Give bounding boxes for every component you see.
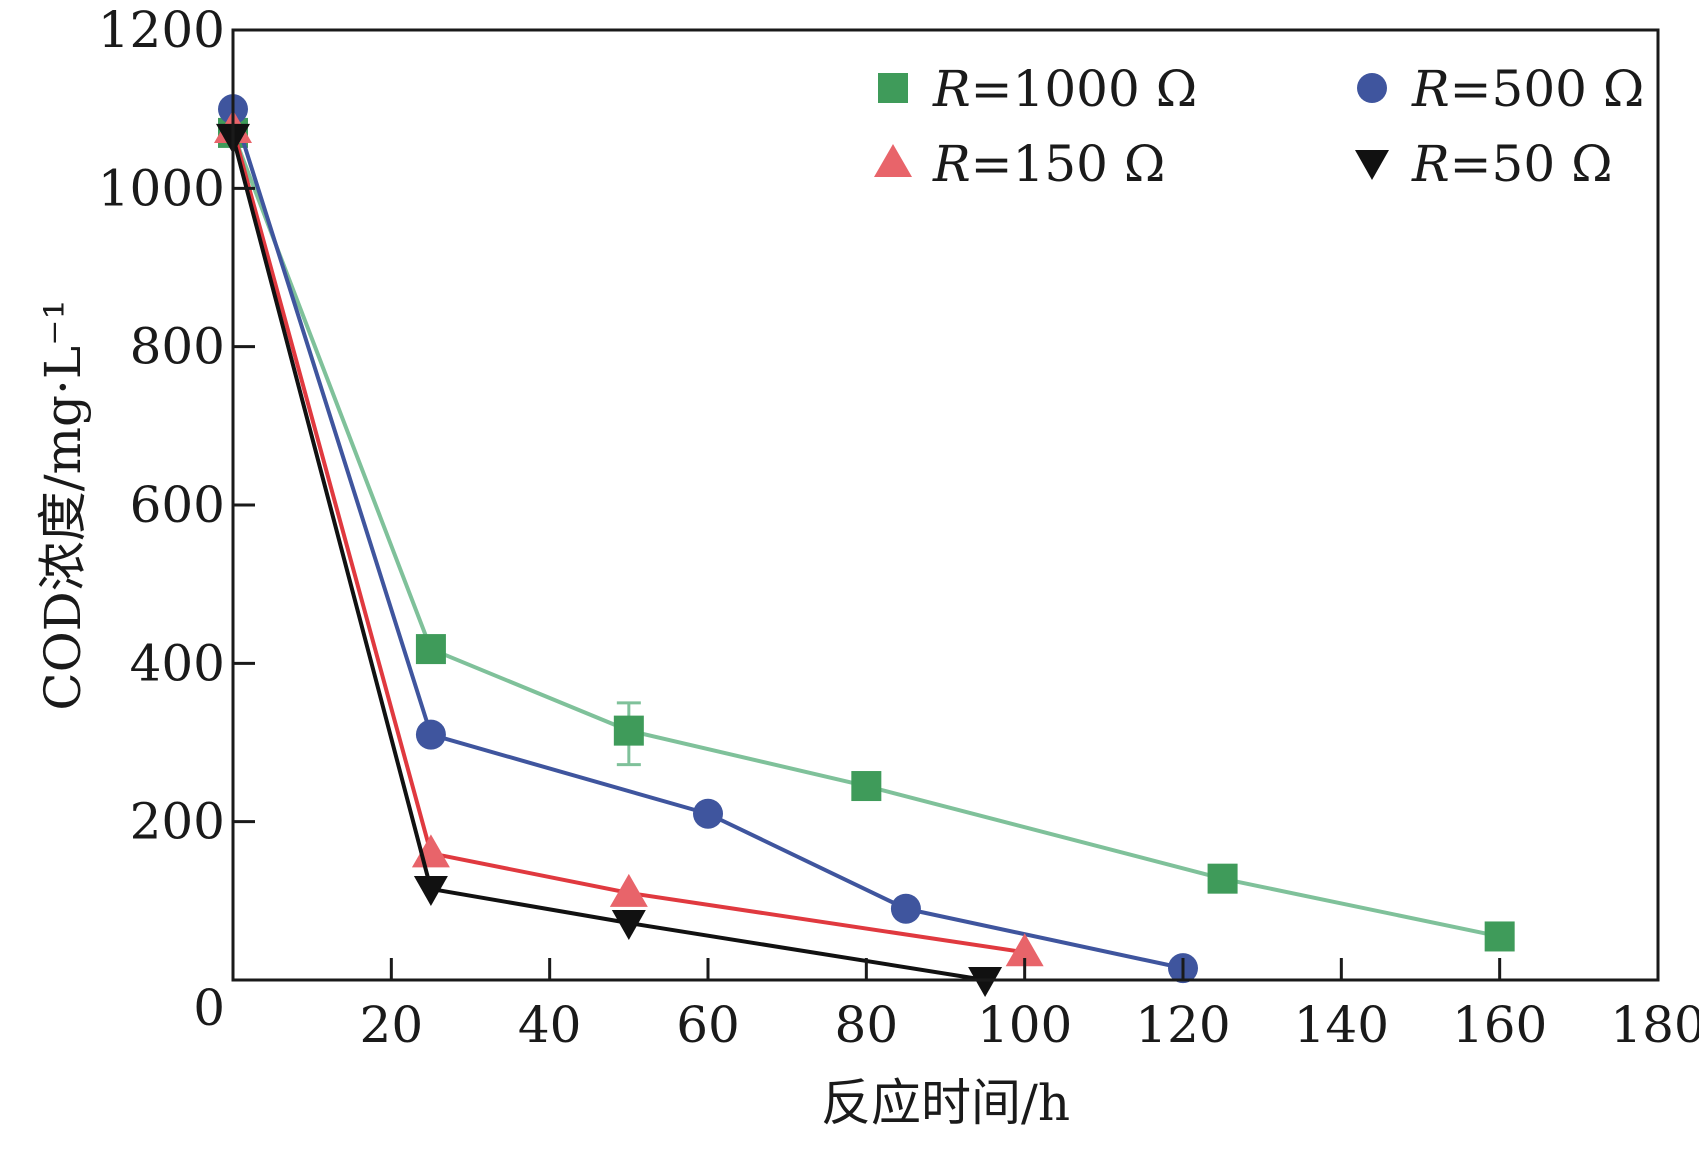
legend: R=1000 Ω R=500 ΩR=150 Ω R=50 Ω xyxy=(874,60,1644,193)
y-tick-label: 0 xyxy=(193,979,225,1037)
data-point xyxy=(890,893,921,924)
y-tick-label: 800 xyxy=(130,318,225,376)
legend-entry: R=150 Ω xyxy=(874,135,1165,193)
data-point xyxy=(611,910,646,940)
data-point xyxy=(415,719,446,750)
series-layer xyxy=(214,94,1515,997)
legend-marker xyxy=(1357,73,1387,103)
legend-label: R=500 Ω xyxy=(1411,60,1644,118)
legend-entry: R=50 Ω xyxy=(1355,135,1613,193)
legend-label-rest: =1000 Ω xyxy=(971,60,1198,118)
legend-label: R=150 Ω xyxy=(932,135,1165,193)
legend-entry: R=1000 Ω xyxy=(878,60,1197,118)
legend-marker xyxy=(1355,150,1389,180)
x-tick-label: 40 xyxy=(518,996,582,1054)
y-tick-label: 200 xyxy=(130,793,225,851)
series-group xyxy=(218,94,1198,984)
data-point xyxy=(968,967,1003,997)
x-tick-label: 20 xyxy=(360,996,424,1054)
y-tick-label: 400 xyxy=(130,634,225,692)
data-point xyxy=(413,875,448,906)
legend-label-italic: R xyxy=(1411,60,1450,118)
y-tick-label: 1000 xyxy=(98,159,225,217)
data-point xyxy=(1005,933,1044,967)
x-tick-label: 60 xyxy=(676,996,740,1054)
y-tick-label: 600 xyxy=(130,476,225,534)
series-line xyxy=(231,132,1501,939)
series-group xyxy=(216,123,1003,997)
ticks-layer: 20 40 60 80 100 120 140 160 180 0 200 400 600 800 1000… xyxy=(98,1,1699,1054)
data-point xyxy=(851,771,882,802)
legend-label-rest: =500 Ω xyxy=(1450,60,1645,118)
x-tick-label: 140 xyxy=(1294,996,1389,1054)
series-line xyxy=(231,108,1184,971)
legend-label-italic: R xyxy=(932,135,971,193)
x-tick-label: 120 xyxy=(1135,996,1230,1054)
y-tick-label: 1200 xyxy=(98,1,225,59)
x-tick-label: 180 xyxy=(1610,996,1699,1054)
x-axis-label: 反应时间/h xyxy=(821,1074,1070,1132)
data-point xyxy=(609,873,648,907)
legend-label: R=1000 Ω xyxy=(932,60,1197,118)
x-tick-label: 80 xyxy=(835,996,899,1054)
legend-label-rest: =150 Ω xyxy=(971,135,1166,193)
y-axis-label: COD浓度/mg·L⁻¹ xyxy=(34,299,92,710)
data-point xyxy=(613,715,644,746)
legend-marker xyxy=(874,144,912,177)
data-point xyxy=(415,634,446,665)
legend-label: R=50 Ω xyxy=(1411,135,1613,193)
data-point xyxy=(1207,863,1238,894)
x-tick-label: 100 xyxy=(977,996,1072,1054)
legend-entry: R=500 Ω xyxy=(1357,60,1644,118)
legend-label-italic: R xyxy=(932,60,971,118)
data-point xyxy=(693,798,723,829)
series-line xyxy=(231,136,986,982)
legend-label-italic: R xyxy=(1411,135,1450,193)
series-line xyxy=(231,128,1025,955)
data-point xyxy=(1484,921,1515,952)
x-tick-label: 160 xyxy=(1452,996,1547,1054)
legend-marker xyxy=(878,73,908,103)
legend-label-rest: =50 Ω xyxy=(1450,135,1613,193)
